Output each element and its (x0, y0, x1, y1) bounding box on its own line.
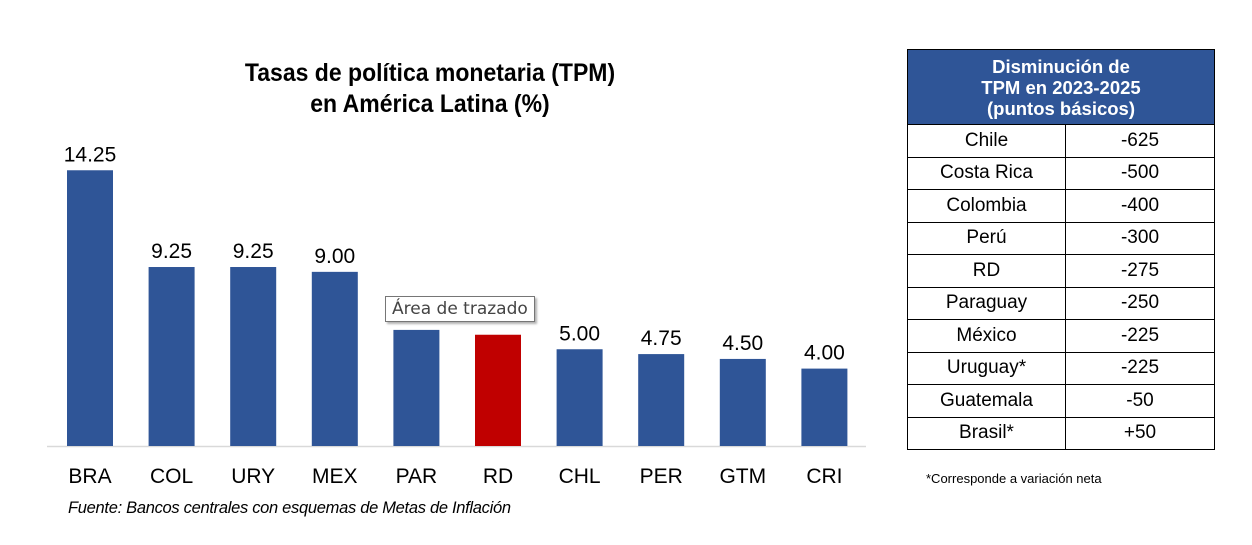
country-cell: Colombia (907, 189, 1066, 223)
bar-chl[interactable] (556, 349, 603, 446)
x-tick-label-bra: BRA (68, 465, 111, 488)
data-label-mex: 9.00 (314, 245, 355, 268)
table-row: Paraguay -250 (907, 286, 1215, 320)
country-cell: Uruguay* (907, 351, 1066, 385)
x-tick-label-col: COL (150, 465, 193, 488)
bar-par[interactable] (393, 329, 440, 446)
x-tick-label-mex: MEX (312, 465, 358, 488)
bar-ury[interactable] (230, 267, 277, 446)
table-row: Costa Rica -500 (907, 156, 1215, 190)
x-tick-label-cri: CRI (806, 465, 842, 488)
bar-rd[interactable] (475, 334, 521, 446)
bar-mex[interactable] (311, 271, 358, 446)
table-row: RD -275 (907, 254, 1215, 288)
tpm-decrease-table: Disminución de TPM en 2023-2025 (puntos … (907, 49, 1215, 450)
bar-gtm[interactable] (719, 358, 766, 446)
table-footnote: *Corresponde a variación neta (926, 471, 1102, 486)
data-label-per: 4.75 (641, 327, 682, 350)
bar-bra[interactable] (67, 170, 113, 446)
x-tick-label-chl: CHL (559, 465, 601, 488)
table-header-line-3: (puntos básicos) (986, 97, 1135, 119)
bar-chart: Tasas de política monetaria (TPM) en Amé… (0, 0, 880, 545)
table-row: México -225 (907, 319, 1215, 353)
bar-cri[interactable] (801, 368, 848, 446)
basis-points-cell: -225 (1065, 319, 1215, 353)
data-label-bra: 14.25 (64, 143, 117, 166)
country-cell: RD (907, 254, 1066, 288)
x-tick-label-ury: URY (231, 465, 275, 488)
data-label-ury: 9.25 (233, 240, 274, 263)
table-row: Colombia -400 (907, 189, 1215, 223)
x-tick-label-rd: RD (483, 465, 513, 488)
basis-points-cell: -500 (1065, 156, 1215, 190)
plot-area-tooltip: Área de trazado (385, 296, 535, 322)
source-note: Fuente: Bancos centrales con esquemas de… (68, 499, 511, 517)
country-cell: Chile (907, 124, 1066, 158)
country-cell: Guatemala (907, 384, 1066, 418)
country-cell: Perú (907, 221, 1066, 255)
table-row: Uruguay* -225 (907, 351, 1215, 385)
table-header: Disminución de TPM en 2023-2025 (puntos … (907, 49, 1215, 125)
table-header-line-1: Disminución de (992, 55, 1130, 77)
basis-points-cell: -225 (1065, 351, 1215, 385)
basis-points-cell: -50 (1065, 384, 1215, 418)
data-label-chl: 5.00 (559, 322, 600, 345)
chart-title: Tasas de política monetaria (TPM) en Amé… (154, 58, 706, 120)
table-row: Guatemala -50 (907, 384, 1215, 418)
plot-area[interactable]: 14.25 9.25 9.25 9.00 5.00 4.75 4.50 4.00 BRA COL… (0, 0, 880, 545)
basis-points-cell: -275 (1065, 254, 1215, 288)
x-tick-label-gtm: GTM (719, 465, 766, 488)
basis-points-cell: -625 (1065, 124, 1215, 158)
basis-points-cell: -300 (1065, 221, 1215, 255)
table-row: Brasil* +50 (907, 416, 1215, 450)
country-cell: Brasil* (907, 416, 1066, 450)
table-header-line-2: TPM en 2023-2025 (981, 76, 1141, 98)
chart-title-line-2: en América Latina (%) (310, 90, 550, 118)
data-label-gtm: 4.50 (722, 332, 763, 355)
bar-per[interactable] (638, 354, 685, 446)
chart-title-line-1: Tasas de política monetaria (TPM) (244, 59, 616, 87)
country-cell: Paraguay (907, 286, 1066, 320)
bar-col[interactable] (148, 267, 195, 446)
basis-points-cell: -250 (1065, 286, 1215, 320)
x-tick-label-per: PER (640, 465, 683, 488)
country-cell: México (907, 319, 1066, 353)
x-tick-label-par: PAR (396, 465, 438, 488)
basis-points-cell: +50 (1065, 416, 1215, 450)
data-label-cri: 4.00 (804, 342, 845, 365)
country-cell: Costa Rica (907, 156, 1066, 190)
table-row: Perú -300 (907, 221, 1215, 255)
basis-points-cell: -400 (1065, 189, 1215, 223)
table-row: Chile -625 (907, 124, 1215, 158)
data-label-col: 9.25 (151, 240, 192, 263)
